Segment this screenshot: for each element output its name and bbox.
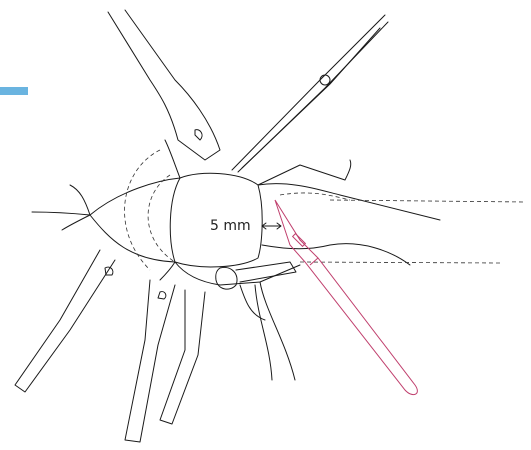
line-art	[309, 257, 319, 266]
line-art	[169, 172, 263, 268]
instruments	[14, 9, 389, 443]
line-art	[215, 266, 238, 290]
line-art	[257, 183, 441, 221]
line-art	[254, 284, 273, 381]
line-art	[174, 261, 301, 286]
measurement-arrow	[261, 222, 282, 230]
line-art	[124, 149, 161, 271]
line-art	[89, 177, 181, 263]
scalpel	[274, 199, 418, 396]
line-art	[329, 199, 526, 203]
line-art	[194, 129, 203, 141]
line-art	[124, 279, 176, 443]
line-art	[104, 266, 114, 276]
measurement: 5 mm	[210, 218, 282, 234]
line-art	[157, 291, 167, 300]
line-art	[147, 174, 176, 263]
line-art	[107, 9, 221, 161]
line-art	[319, 74, 331, 86]
line-art	[239, 284, 266, 321]
hidden-contours	[124, 149, 526, 271]
line-art	[235, 261, 297, 283]
line-art	[274, 199, 418, 396]
line-art	[164, 139, 181, 179]
line-art	[231, 14, 386, 171]
line-art	[291, 232, 307, 248]
line-art	[61, 214, 91, 231]
line-art	[159, 261, 176, 281]
line-art	[259, 281, 296, 381]
tissue	[31, 139, 441, 381]
line-art	[261, 243, 411, 266]
line-art	[159, 289, 206, 425]
line-art	[31, 211, 91, 216]
measurement-label: 5 mm	[210, 218, 251, 234]
accent-bar	[0, 87, 28, 95]
line-art	[257, 159, 352, 186]
line-art	[241, 27, 381, 169]
line-art	[14, 249, 116, 393]
line-art	[299, 261, 501, 264]
line-art	[69, 184, 91, 216]
line-art	[279, 192, 351, 201]
